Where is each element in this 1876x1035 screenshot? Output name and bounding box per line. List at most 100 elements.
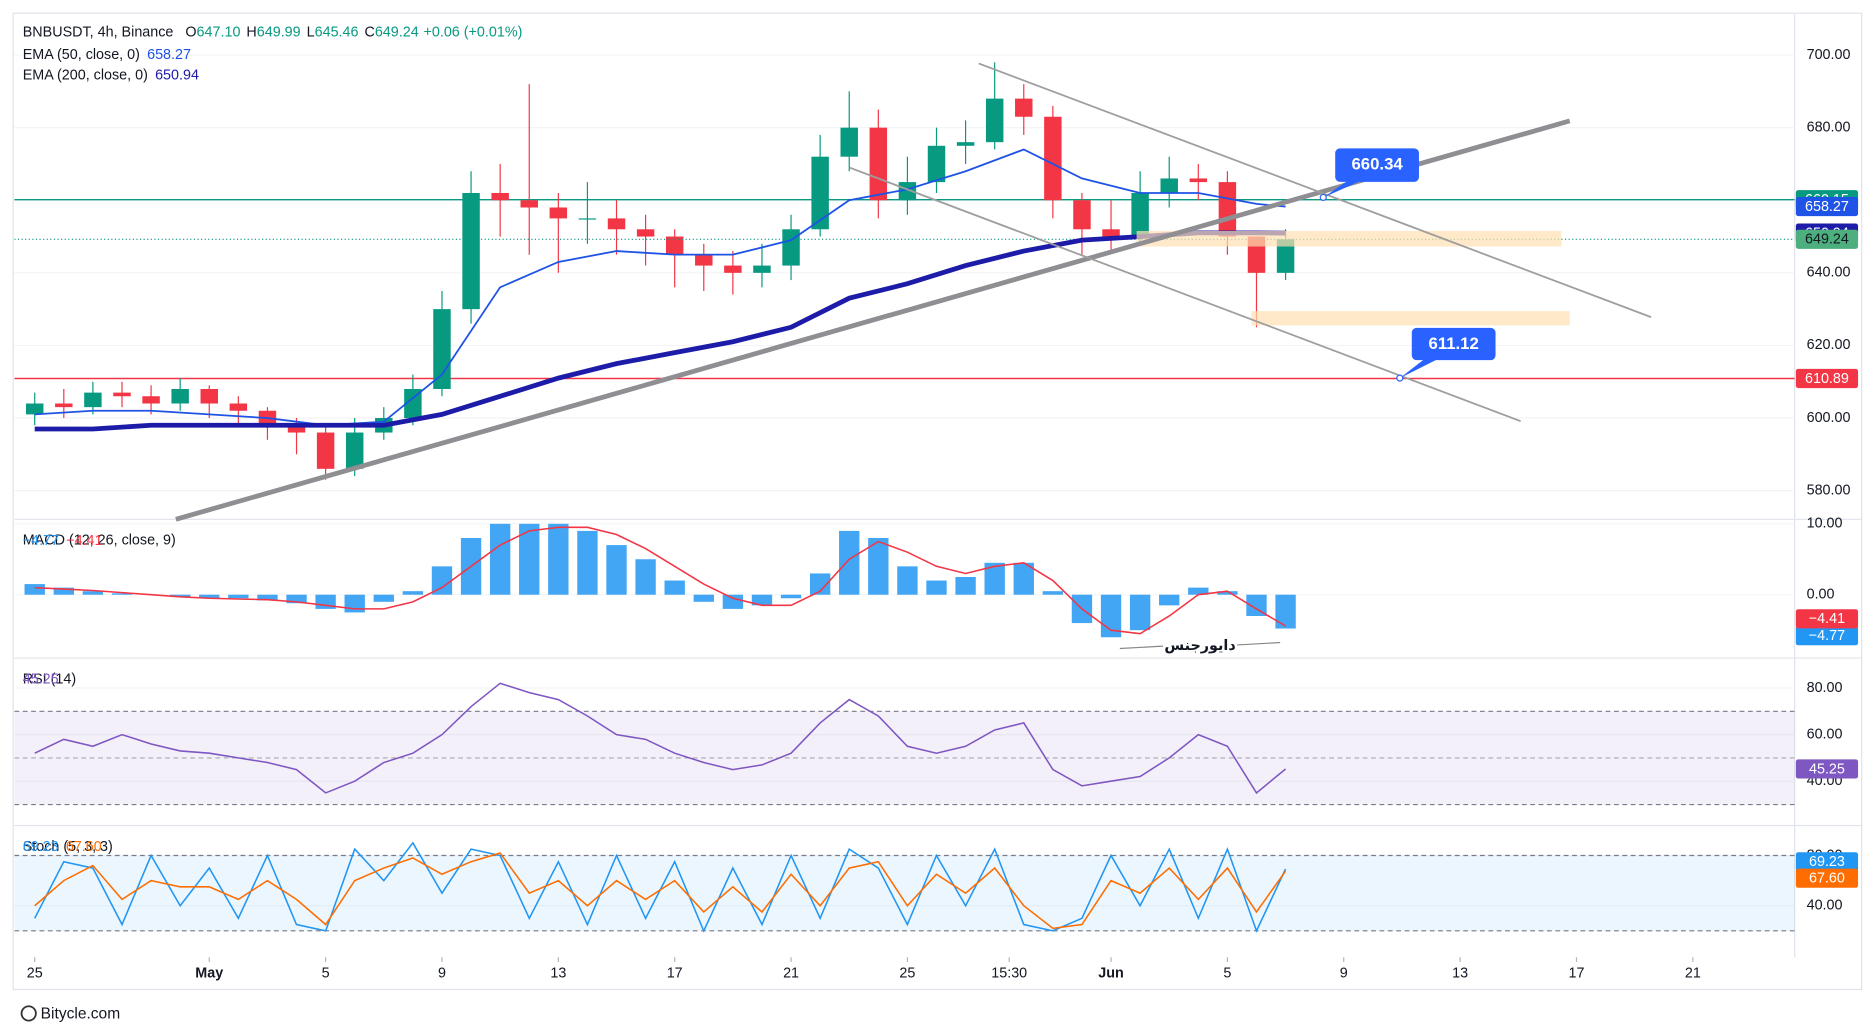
candle-body: [636, 229, 655, 237]
candle-body: [1073, 200, 1091, 230]
candle-body: [1160, 178, 1178, 193]
candle-body: [665, 236, 684, 255]
x-tick-label: 5: [322, 966, 330, 982]
price-tag: [1795, 609, 1859, 629]
histogram-bar: [111, 593, 133, 595]
price-tag-label: −4.41: [1809, 611, 1845, 627]
histogram-bar: [1129, 594, 1151, 631]
candle-body: [229, 403, 248, 411]
candle-body: [1044, 116, 1062, 201]
indicator-values: −4.77 −4.41: [23, 533, 103, 549]
y-tick-label: 600.00: [1807, 410, 1851, 426]
indicator-line: [34, 682, 1287, 795]
ohlc-key: H: [246, 24, 256, 40]
annotation: دایورجنس: [1164, 638, 1235, 654]
histogram-bar: [53, 587, 74, 595]
callout-box: [1335, 148, 1419, 182]
candle-body: [724, 265, 742, 273]
legend-name: EMA (200, close, 0): [23, 67, 148, 83]
ema-line: [34, 230, 1286, 432]
candle-body: [345, 432, 364, 469]
histogram-bar: [489, 523, 511, 595]
y-tick-label: 700.00: [1807, 47, 1851, 63]
change: +0.06 (+0.01%): [423, 24, 522, 40]
histogram-bar: [664, 580, 685, 595]
histogram-bar: [635, 559, 656, 595]
drawings: [175, 62, 1652, 522]
y-tick-label: 40.00: [1807, 897, 1843, 913]
x-tick-label: Jun: [1098, 966, 1124, 982]
price-tag: [1795, 759, 1859, 779]
callout-label: 660.34: [1351, 155, 1403, 174]
x-tick-label: 13: [550, 966, 566, 982]
legend-value: 650.94: [155, 67, 199, 83]
zone: [1136, 230, 1562, 247]
zone: [1251, 311, 1570, 326]
histogram-bar: [199, 594, 220, 599]
histogram-bar: [868, 537, 889, 595]
histogram-bar: [1275, 594, 1296, 629]
candle-body: [404, 388, 422, 419]
x-tick-label: 25: [899, 966, 915, 982]
indicator-title: MACD (12, 26, close, 9): [23, 533, 176, 549]
divergence-line: [1237, 641, 1281, 646]
x-tick-label: May: [195, 966, 223, 982]
histogram-bar: [751, 594, 773, 606]
candle-body: [753, 265, 771, 273]
indicator-values: 69.23 67.60: [23, 839, 102, 855]
price-tag: [1795, 229, 1859, 249]
candle-body: [1218, 182, 1237, 237]
callout-label: 611.12: [1429, 334, 1479, 353]
panel: [14, 54, 1795, 492]
symbol: BNBUSDT, 4h, Binance: [23, 24, 174, 40]
candle-body: [520, 200, 538, 208]
candle-body: [782, 229, 800, 266]
histogram-bar: [984, 562, 1005, 595]
y-tick-label: 580.00: [1807, 482, 1851, 498]
histogram-bar: [926, 580, 947, 595]
histogram-bar: [548, 523, 569, 595]
histogram-bar: [1042, 591, 1064, 595]
channel-line: [978, 62, 1652, 318]
y-tick-label: 680.00: [1807, 119, 1851, 135]
callout-pointer: [1323, 179, 1364, 198]
divergence: دایورجنس: [1119, 638, 1281, 654]
candle-body: [462, 192, 480, 310]
divergence-line: [1119, 645, 1163, 650]
candle-body: [811, 156, 829, 230]
candle-body: [956, 142, 975, 146]
callouts: 660.34 611.12: [1319, 148, 1496, 382]
candle-body: [113, 392, 131, 397]
header: BNBUSDT, 4h, Binance O647.10 H649.99 L645.4…: [23, 24, 523, 40]
channel-line: [849, 166, 1521, 423]
y-tick-label: 640.00: [1807, 265, 1851, 281]
candle-body: [1102, 229, 1120, 237]
price-tag-label: 649.24: [1805, 232, 1849, 248]
ohlc-key: C: [364, 24, 374, 40]
indicator-title: Stoch (5, 3, 3): [23, 839, 113, 855]
logo: [20, 1005, 37, 1022]
panel: [14, 682, 1795, 806]
histogram-bar: [1217, 591, 1238, 595]
y-tick-label: 0.00: [1807, 587, 1835, 603]
histogram-bar: [1159, 594, 1180, 606]
ema-line: [34, 148, 1286, 427]
price-tag-label: 69.23: [1809, 854, 1845, 870]
histogram-bar: [780, 594, 802, 599]
candle-body: [1131, 192, 1149, 237]
candle-body: [985, 98, 1004, 143]
candle-body: [695, 254, 713, 266]
histogram-bar: [373, 594, 394, 602]
y-tick-label: 80.00: [1807, 680, 1843, 696]
x-tick-label: 15:30: [991, 966, 1027, 982]
price-tag-label: −4.77: [1809, 628, 1845, 644]
indicator-values: 45.25: [23, 671, 59, 687]
candle-body: [549, 207, 568, 219]
candle-body: [171, 388, 189, 404]
candle-body: [607, 218, 626, 230]
trend-line: [175, 118, 1571, 522]
y-tick-label: 60.00: [1807, 726, 1843, 742]
panel: [14, 523, 1795, 638]
